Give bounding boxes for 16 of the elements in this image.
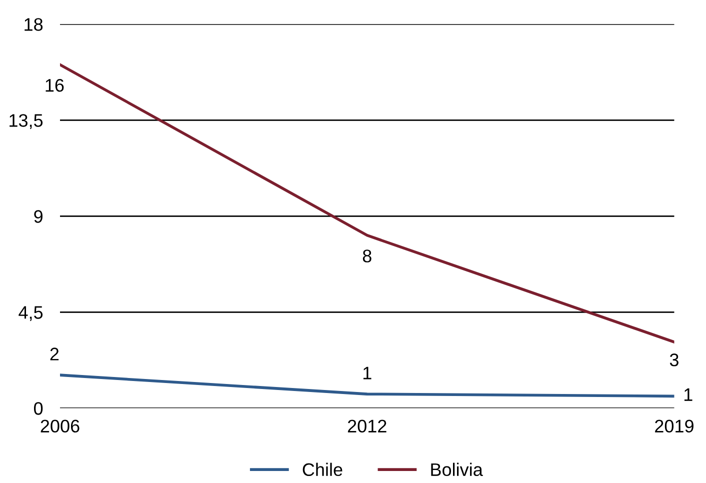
data-label: 3 bbox=[670, 354, 678, 366]
data-label: 1 bbox=[684, 388, 692, 401]
y-tick-label: 18 bbox=[24, 18, 43, 31]
data-label: 1 bbox=[363, 366, 372, 380]
legend-label: Bolivia bbox=[431, 462, 483, 476]
legend-label: Chile bbox=[302, 462, 342, 476]
x-tick-label: 2012 bbox=[348, 420, 386, 433]
y-tick-label: 4,5 bbox=[18, 306, 43, 321]
x-tick-label: 2006 bbox=[40, 420, 80, 433]
y-tick-label: 13,5 bbox=[10, 114, 43, 129]
data-label: 8 bbox=[362, 250, 372, 262]
x-tick-label: 2019 bbox=[655, 420, 694, 433]
y-tick-label: 0 bbox=[34, 402, 43, 415]
data-label: 16 bbox=[46, 78, 64, 92]
y-tick-label: 9 bbox=[34, 210, 42, 223]
data-label: 2 bbox=[50, 348, 59, 360]
